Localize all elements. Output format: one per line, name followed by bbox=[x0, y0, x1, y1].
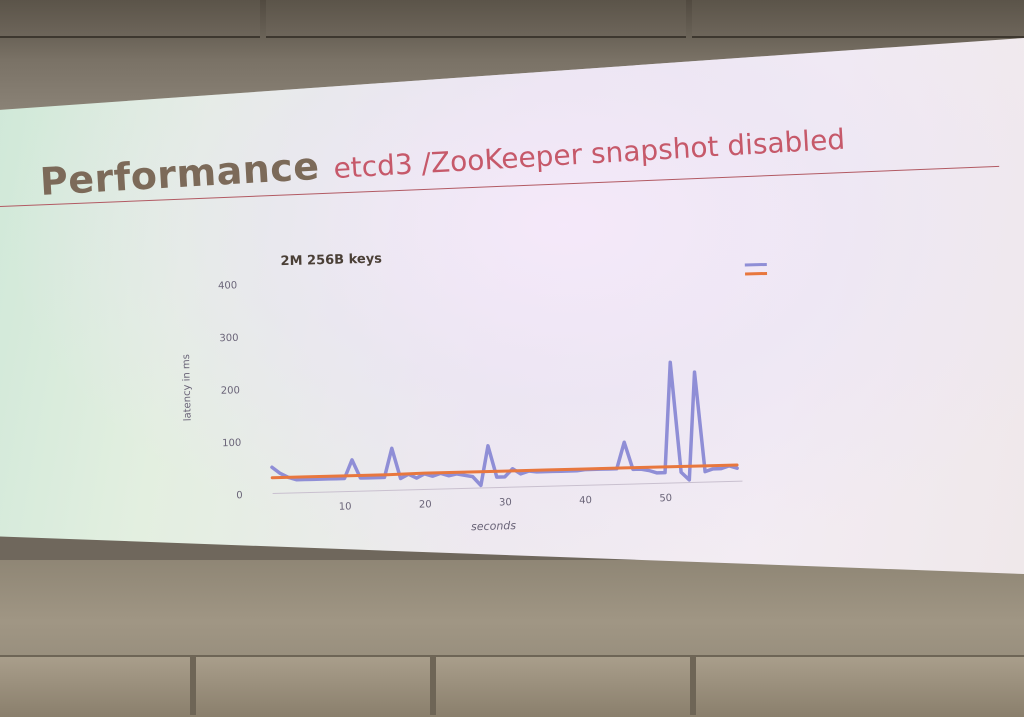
x-tick-label: 50 bbox=[659, 493, 672, 504]
chart-title: 2M 256B keys bbox=[280, 252, 382, 270]
y-tick-label: 100 bbox=[222, 438, 241, 449]
x-tick-label: 30 bbox=[499, 497, 512, 508]
y-tick-label: 400 bbox=[218, 280, 237, 291]
chart: 2M 256B keys latency in ms seconds 0 100 2… bbox=[160, 230, 800, 550]
x-axis-label: seconds bbox=[471, 519, 517, 533]
legend-swatch-2 bbox=[745, 271, 768, 276]
ceiling-panel bbox=[0, 0, 260, 38]
legend-swatch-1 bbox=[744, 262, 767, 267]
wall-post bbox=[690, 655, 696, 715]
series-line-2 bbox=[270, 463, 739, 480]
ceiling-panel bbox=[266, 0, 686, 38]
ceiling-panel bbox=[692, 0, 1024, 38]
x-tick-label: 10 bbox=[339, 501, 352, 512]
y-tick-label: 0 bbox=[236, 490, 243, 501]
y-axis-label: latency in ms bbox=[181, 354, 194, 421]
legend bbox=[744, 262, 768, 276]
chart-svg: 2M 256B keys latency in ms seconds 0 100 2… bbox=[181, 252, 768, 533]
x-axis-ticks: 10 20 30 40 50 bbox=[339, 493, 673, 513]
series-lines bbox=[270, 360, 739, 488]
x-axis-line bbox=[272, 480, 743, 494]
y-tick-label: 300 bbox=[219, 333, 238, 344]
x-tick-label: 40 bbox=[579, 495, 592, 506]
wall-post bbox=[430, 655, 436, 715]
y-axis-ticks: 0 100 200 300 400 bbox=[218, 280, 243, 501]
series-line-1 bbox=[270, 360, 739, 488]
x-tick-label: 20 bbox=[419, 499, 432, 510]
projection-screen bbox=[0, 38, 1024, 574]
y-tick-label: 200 bbox=[221, 385, 240, 396]
wall-post bbox=[190, 655, 196, 715]
wall-rail bbox=[0, 655, 1024, 717]
